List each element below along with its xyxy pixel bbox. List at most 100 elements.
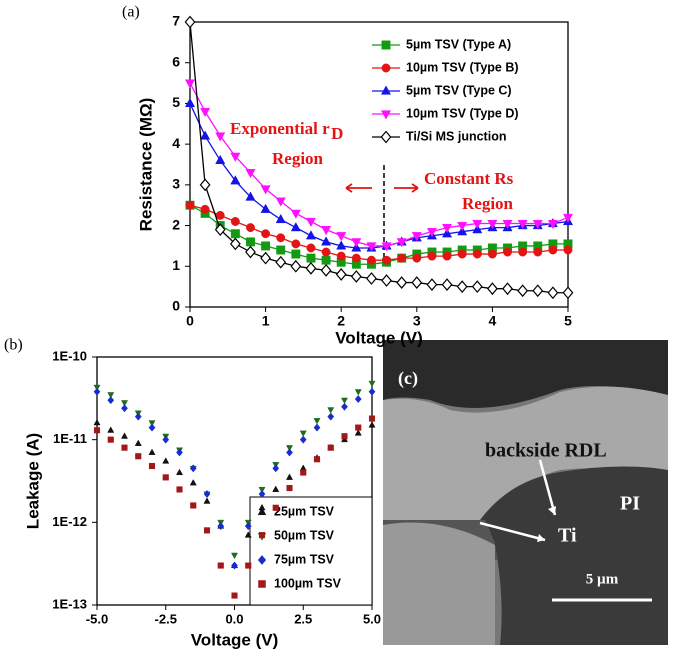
y-tick-label: 3 <box>172 176 180 192</box>
data-point <box>261 229 271 239</box>
x-tick-label: -5.0 <box>86 611 108 626</box>
data-point <box>471 280 483 294</box>
data-point <box>354 389 362 396</box>
data-point <box>245 169 256 179</box>
data-point <box>502 282 513 296</box>
data-point <box>185 200 195 210</box>
data-point <box>175 468 184 476</box>
data-point <box>472 219 483 230</box>
data-point <box>93 427 101 434</box>
legend-marker <box>380 110 392 120</box>
data-point <box>203 489 211 499</box>
legend-marker <box>380 130 392 144</box>
data-point <box>321 236 332 246</box>
data-point <box>547 286 559 300</box>
data-point <box>217 522 225 531</box>
y-tick-label: 2 <box>172 216 180 232</box>
y-tick-label: 1E-10 <box>52 348 87 363</box>
data-point <box>336 232 347 242</box>
data-point <box>562 286 574 300</box>
data-point <box>203 497 211 504</box>
data-point <box>313 423 321 432</box>
data-point <box>200 204 210 214</box>
data-point <box>286 484 293 492</box>
data-point <box>93 387 101 396</box>
annotation: Region <box>462 194 514 213</box>
data-point <box>245 245 256 259</box>
data-point <box>397 253 407 263</box>
sem-label: Ti <box>558 525 577 547</box>
data-point <box>276 245 286 255</box>
data-point <box>366 272 377 285</box>
y-tick-label: 4 <box>172 135 180 151</box>
data-point <box>442 251 452 261</box>
data-point <box>562 213 574 223</box>
sem-label: backside RDL <box>485 440 607 462</box>
x-tick-label: 1 <box>262 313 270 329</box>
data-point <box>486 282 498 296</box>
data-point <box>396 238 407 248</box>
data-point <box>441 223 453 234</box>
data-point <box>215 154 226 165</box>
data-point <box>321 255 331 265</box>
data-point <box>336 251 346 261</box>
data-point <box>230 175 241 185</box>
data-point <box>162 474 169 481</box>
data-point <box>335 268 347 281</box>
data-point <box>299 435 307 444</box>
data-point <box>457 221 468 232</box>
data-point <box>320 263 332 277</box>
data-point <box>321 247 331 257</box>
data-point <box>548 245 558 255</box>
data-point <box>184 79 196 89</box>
y-tick-label: 1E-12 <box>52 514 87 529</box>
data-point <box>457 249 467 259</box>
data-point <box>355 424 362 431</box>
data-point <box>426 228 437 238</box>
data-point <box>503 247 512 257</box>
data-point <box>351 253 361 263</box>
data-point <box>260 251 272 265</box>
data-point <box>245 191 256 201</box>
data-point <box>532 219 543 230</box>
data-point <box>291 239 301 249</box>
data-point <box>260 185 271 195</box>
sem-top <box>383 340 668 408</box>
legend-label: 75µm TSV <box>274 552 335 566</box>
y-tick-label: 0 <box>172 298 180 314</box>
data-point <box>411 276 423 289</box>
data-point <box>244 531 252 538</box>
data-point <box>230 229 240 239</box>
data-point <box>341 433 348 440</box>
data-point <box>313 456 321 463</box>
annotation: Region <box>272 149 324 168</box>
annotation: D <box>331 124 343 143</box>
legend-label: 100µm TSV <box>274 576 342 590</box>
data-point <box>306 243 316 253</box>
sem-image: (c) backside RDL PI Ti 5 µm <box>383 340 668 645</box>
legend-label: Ti/Si MS junction <box>406 129 506 143</box>
data-point <box>121 444 128 451</box>
y-axis-label: Leakage (A) <box>23 433 42 529</box>
data-point <box>134 439 142 446</box>
y-tick-label: 7 <box>172 13 180 29</box>
legend-label: 50µm TSV <box>274 528 335 542</box>
data-point <box>107 392 115 399</box>
data-point <box>107 436 114 443</box>
data-point <box>135 453 142 460</box>
panel-label: (a) <box>122 4 140 21</box>
data-point <box>327 444 334 451</box>
x-tick-label: 2.5 <box>294 611 312 626</box>
data-point <box>231 561 238 570</box>
data-point <box>200 107 211 118</box>
data-point <box>321 226 332 236</box>
data-point <box>354 395 362 404</box>
data-point <box>382 255 392 265</box>
data-point <box>563 245 573 255</box>
x-tick-label: -2.5 <box>155 611 177 626</box>
data-point <box>275 197 286 207</box>
legend-label: 25µm TSV <box>274 504 335 518</box>
data-point <box>472 249 482 259</box>
data-point <box>134 412 142 421</box>
data-point <box>291 249 301 259</box>
